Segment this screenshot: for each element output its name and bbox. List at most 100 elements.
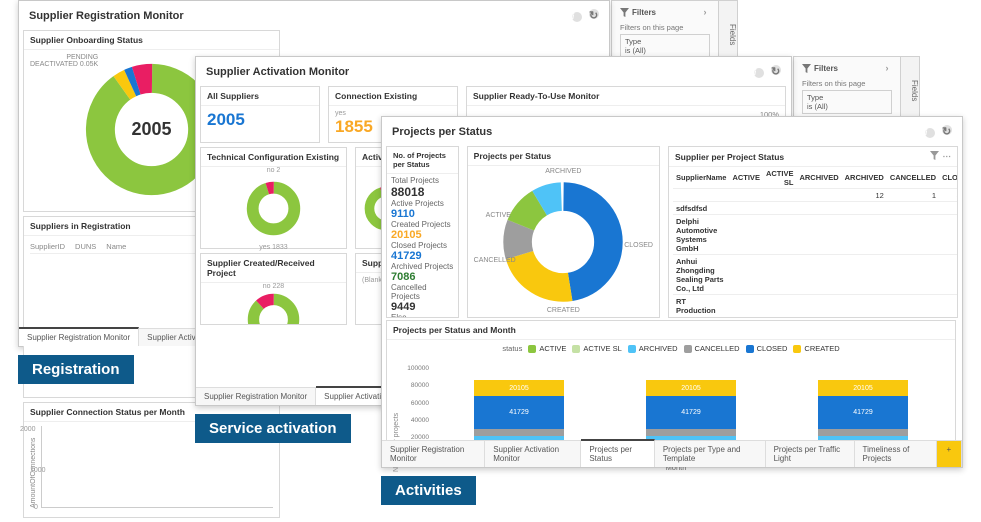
table-col[interactable]: CLOSED [939, 167, 957, 189]
title-icons: i ↻ [568, 9, 599, 22]
table-row[interactable]: sdfsdfsd11 [673, 202, 957, 215]
onboarding-title: Supplier Onboarding Status [24, 31, 279, 50]
info-icon[interactable]: i [754, 68, 764, 78]
refresh-icon[interactable]: ↻ [771, 65, 781, 75]
window-title-bar: Supplier Registration Monitor i ↻ [19, 1, 609, 30]
status-donut [503, 182, 623, 302]
stacked-panel: Projects per Status and Month status ACT… [386, 320, 956, 452]
donut-lbl-archived: ARCHIVED [545, 168, 581, 175]
all-suppliers-value: 2005 [207, 110, 245, 129]
legend-closed: CLOSED [757, 344, 788, 353]
filters-title-2: Filters › [802, 63, 892, 73]
svc-title: Supplier Activation Monitor [206, 66, 349, 78]
all-suppliers-title: All Suppliers [201, 87, 319, 106]
info-icon[interactable]: i [572, 12, 582, 22]
kpi-active-lbl: Active Projects [391, 199, 454, 208]
table-row[interactable]: RT Production GmbH1 [673, 295, 957, 316]
conn-existing-title: Connection Existing [329, 87, 457, 106]
legend-active: ACTIVE [539, 344, 566, 353]
table-row[interactable]: Anhui Zhongding Sealing Parts Co., Ltd1 [673, 255, 957, 295]
tech-conf-bottom: yes 1833 [259, 244, 287, 251]
filter-card-2[interactable]: Type is (All) [802, 90, 892, 114]
info-icon[interactable]: i [925, 128, 935, 138]
tech-conf-sub: no 2 [267, 167, 281, 174]
supplier-status-table-title: Supplier per Project Status [675, 152, 784, 162]
tech-conf-donut [246, 181, 301, 236]
filters-label-2: Filters [814, 64, 838, 73]
kpi-total-lbl: Total Projects [391, 176, 454, 185]
kpi-panel: No. of Projects per Status Total Project… [386, 146, 459, 318]
kpi-active-val: 9110 [391, 208, 454, 220]
act-tab-timeliness[interactable]: Timeliness of Projects [855, 441, 937, 467]
act-tab-activation[interactable]: Supplier Activation Monitor [485, 441, 581, 467]
filters-title: Filters › [620, 7, 710, 17]
supplier-status-table-panel: Supplier per Project Status ⋯ SupplierNa… [668, 146, 958, 318]
kpi-cancelled-val: 9449 [391, 301, 454, 313]
filters-label: Filters [632, 8, 656, 17]
created-received-donut [246, 293, 301, 325]
filters-scope: Filters on this page [620, 23, 710, 32]
filters-collapse[interactable]: › [697, 7, 710, 17]
kpi-created-lbl: Created Projects [391, 220, 454, 229]
supplier-status-table[interactable]: SupplierNameACTIVEACTIVE SLARCHIVEDARCHI… [673, 167, 957, 315]
act-tab-traffic[interactable]: Projects per Traffic Light [766, 441, 855, 467]
donut-title: Projects per Status [468, 147, 659, 166]
donut-lbl-created: CREATED [547, 307, 580, 314]
filter-card[interactable]: Type is (All) [620, 34, 710, 58]
kpi-cancelled-lbl: Cancelled Projects [391, 283, 454, 301]
stacked-bar: 2010541729Oct 2019 [818, 371, 908, 449]
act-tab-reg[interactable]: Supplier Registration Monitor [382, 441, 485, 467]
kpi-title: No. of Projects per Status [387, 147, 458, 174]
refresh-icon[interactable]: ↻ [942, 125, 952, 135]
stacked-bar: 2010541729Dec 2019 [474, 371, 564, 449]
svc-tab-reg[interactable]: Supplier Registration Monitor [196, 388, 316, 405]
funnel-icon [802, 64, 811, 73]
funnel-icon[interactable] [930, 151, 939, 160]
kpi-archived-val: 7086 [391, 271, 454, 283]
stacked-title: Projects per Status and Month [387, 321, 955, 340]
ytick-1000: 1000 [30, 467, 46, 474]
table-col[interactable]: CANCELLED [887, 167, 939, 189]
act-tab-type[interactable]: Projects per Type and Template [655, 441, 766, 467]
stacked-legend: status ACTIVE ACTIVE SL ARCHIVED CANCELL… [393, 344, 949, 353]
table-row[interactable]: Delphi Automotive Systems GmbH11 [673, 215, 957, 255]
more-icon[interactable]: ⋯ [943, 151, 952, 162]
table-col[interactable]: SupplierName [673, 167, 729, 189]
tab-reg-monitor[interactable]: Supplier Registration Monitor [19, 327, 139, 346]
funnel-icon [620, 8, 629, 17]
kpi-closed-val: 41729 [391, 250, 454, 262]
tech-conf-title: Technical Configuration Existing [201, 148, 346, 167]
donut-lbl-active: ACTIVE [486, 212, 511, 219]
table-row[interactable]: 12138243937 [673, 189, 957, 202]
filter-type-value: is (All) [625, 46, 705, 55]
table-col[interactable]: ARCHIVED [796, 167, 841, 189]
onboarding-center-value: 2005 [131, 119, 171, 140]
filters-collapse-2[interactable]: › [879, 63, 892, 73]
created-received-title: Supplier Created/Received Project [201, 254, 346, 283]
registration-title: Supplier Registration Monitor [29, 10, 184, 22]
act-tab-status[interactable]: Projects per Status [581, 439, 654, 467]
filters-scope-2: Filters on this page [802, 79, 892, 88]
col-supplierid[interactable]: SupplierID [30, 242, 65, 251]
table-col[interactable]: ARCHIVED [842, 167, 887, 189]
act-tab-add[interactable]: + [937, 441, 962, 467]
kpi-closed-lbl: Closed Projects [391, 241, 454, 250]
table-col[interactable]: ACTIVE [729, 167, 763, 189]
table-col[interactable]: ACTIVE SL [763, 167, 797, 189]
activities-window: Projects per Status i ↻ No. of Projects … [381, 116, 963, 468]
filter-type-label: Type [625, 37, 705, 46]
svc-title-bar: Supplier Activation Monitor i ↻ [196, 57, 791, 86]
act-tabstrip: Supplier Registration Monitor Supplier A… [382, 440, 962, 467]
conn-existing-value: 1855 [335, 117, 373, 136]
filters-pane-2: Filters › Filters on this page Type is (… [793, 56, 901, 125]
refresh-icon[interactable]: ↻ [589, 9, 599, 19]
pending-callout: PENDING DEACTIVATED 0.05K [30, 54, 98, 68]
filter-type-value-2: is (All) [807, 102, 887, 111]
ready-title: Supplier Ready-To-Use Monitor [467, 87, 785, 106]
legend-archived: ARCHIVED [639, 344, 678, 353]
caption-registration: Registration [18, 355, 134, 384]
donut-lbl-closed: CLOSED [624, 242, 653, 249]
stacked-bars: 2010541729Dec 20192010541729Nov 20192010… [403, 357, 949, 449]
col-duns[interactable]: DUNS [75, 242, 96, 251]
col-name[interactable]: Name [106, 242, 126, 251]
